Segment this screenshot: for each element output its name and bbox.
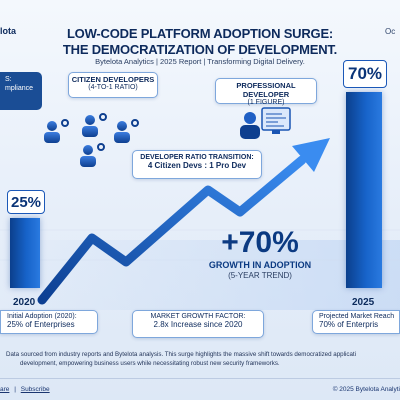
ratio-transition-title: DEVELOPER RATIO TRANSITION:: [140, 154, 254, 161]
growth-label: GROWTH IN ADOPTION: [208, 260, 312, 270]
page-subtitle: Bytelota Analytics | 2025 Report | Trans…: [95, 57, 305, 66]
footer-divider: [0, 378, 400, 379]
developer-computer-icon: [240, 107, 291, 139]
footer-links: are | Subscribe: [0, 386, 50, 393]
left-edge-card: S: mpliance: [0, 72, 42, 110]
professional-developer-title: PROFESSIONAL DEVELOPER: [236, 81, 296, 99]
brand-name: lota: [0, 26, 17, 36]
bar-2025: [346, 92, 382, 288]
initial-adoption-card: Initial Adoption (2020): 25% of Enterpri…: [0, 310, 98, 334]
citizen-developers-subtitle: (4-TO-1 RATIO): [88, 84, 138, 91]
professional-developer-card: PROFESSIONAL DEVELOPER (1 FIGURE): [215, 78, 317, 106]
citizen-developers-title: CITIZEN DEVELOPERS: [71, 75, 155, 84]
footnote-line-1: Data sourced from industry reports and B…: [6, 351, 356, 358]
bar-2020: [10, 218, 40, 288]
projected-reach-value: 70% of Enterpris: [319, 320, 379, 329]
professional-developer-subtitle: (1 FIGURE): [247, 99, 285, 106]
copyright: © 2025 Bytelota Analyti: [332, 386, 400, 393]
citizen-developers-people-icon: [44, 113, 139, 167]
projected-reach-label: Projected Market Reach: [319, 313, 395, 320]
market-growth-label: MARKET GROWTH FACTOR:: [150, 313, 246, 320]
report-date: Oc: [385, 27, 396, 36]
share-link[interactable]: are: [0, 386, 10, 393]
initial-adoption-value: 25% of Enterprises: [7, 320, 75, 329]
ratio-transition-value: 4 Citizen Devs : 1 Pro Dev: [147, 161, 247, 170]
market-growth-card: MARKET GROWTH FACTOR: 2.8x Increase sinc…: [132, 310, 264, 338]
year-label-2020: 2020: [13, 297, 36, 308]
value-label-2025: 70%: [343, 60, 387, 88]
footer-separator: |: [14, 386, 16, 393]
year-label-2025: 2025: [352, 297, 375, 308]
growth-sublabel: (5-YEAR TREND): [228, 271, 292, 280]
initial-adoption-label: Initial Adoption (2020):: [7, 313, 77, 320]
subscribe-link[interactable]: Subscribe: [20, 386, 50, 393]
growth-value: +70%: [221, 226, 299, 259]
page-title: LOW-CODE PLATFORM ADOPTION SURGE: THE DE…: [40, 26, 360, 59]
projected-reach-card: Projected Market Reach 70% of Enterpris: [312, 310, 400, 334]
value-label-2020: 25%: [7, 190, 45, 214]
ratio-transition-card: DEVELOPER RATIO TRANSITION: 4 Citizen De…: [132, 150, 262, 179]
market-growth-value: 2.8x Increase since 2020: [153, 320, 243, 329]
footnote: Data sourced from industry reports and B…: [6, 351, 398, 369]
left-edge-card-line2: mpliance: [5, 84, 34, 92]
title-line-2: THE DEMOCRATIZATION OF DEVELOPMENT.: [62, 42, 338, 58]
citizen-developers-card: CITIZEN DEVELOPERS (4-TO-1 RATIO): [68, 72, 158, 98]
left-edge-card-line1: S:: [5, 76, 12, 83]
footnote-line-2: development, empowering business users w…: [20, 359, 280, 367]
title-line-1: LOW-CODE PLATFORM ADOPTION SURGE:: [66, 26, 334, 41]
